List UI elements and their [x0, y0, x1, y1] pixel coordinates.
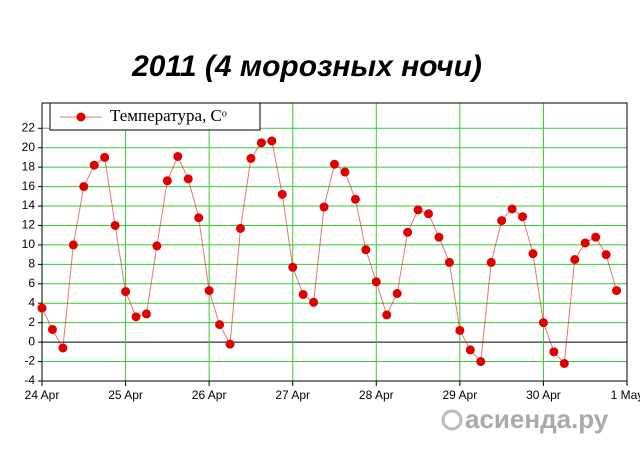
data-point	[131, 312, 141, 322]
data-point	[559, 359, 569, 369]
legend-marker	[76, 112, 86, 122]
data-point	[612, 286, 622, 296]
y-tick-label: -2	[24, 354, 35, 368]
data-point	[100, 152, 110, 162]
x-tick-label: 27 Apr	[275, 388, 310, 402]
y-tick-label: 10	[22, 237, 36, 251]
x-tick-label: 30 Apr	[526, 388, 561, 402]
legend-label: Температура, Cᵒ	[110, 106, 227, 125]
y-tick-label: -4	[24, 373, 35, 387]
data-point	[246, 153, 256, 163]
data-point	[601, 250, 611, 260]
y-tick-label: 18	[22, 159, 36, 173]
y-tick-label: 0	[28, 334, 35, 348]
y-tick-label: 8	[28, 257, 35, 271]
x-tick-label: 1 May	[611, 388, 640, 402]
data-point	[528, 249, 538, 259]
data-point	[89, 160, 99, 170]
data-point	[162, 176, 172, 186]
data-point	[538, 318, 548, 328]
x-tick-label: 28 Apr	[359, 388, 394, 402]
data-point	[121, 287, 131, 297]
data-point	[580, 238, 590, 248]
x-tick-label: 24 Apr	[25, 388, 60, 402]
data-point	[330, 159, 339, 169]
watermark-logo	[441, 409, 463, 431]
y-tick-label: 14	[22, 198, 36, 212]
data-point	[215, 320, 225, 330]
watermark: асиенда.ру	[465, 404, 609, 434]
data-point	[371, 277, 381, 287]
plot-area: -4 -2 0 2 4 6 8 10 12 14 16 18 20 22 24 Apr 25 Apr 26 Ap…	[22, 102, 640, 402]
y-tick-label: 6	[28, 276, 35, 290]
data-point	[486, 257, 496, 267]
data-point	[340, 167, 350, 177]
data-point	[350, 194, 360, 204]
data-point	[58, 343, 68, 353]
data-point	[413, 205, 423, 215]
y-tick-label: 16	[22, 179, 36, 193]
x-tick-label: 25 Apr	[108, 388, 143, 402]
data-point	[549, 347, 559, 357]
data-point	[204, 286, 214, 296]
y-tick-label: 12	[22, 218, 36, 232]
plot-frame	[41, 102, 628, 382]
data-point	[403, 227, 413, 237]
data-point	[235, 223, 245, 233]
data-point	[361, 245, 371, 255]
data-point	[591, 232, 601, 242]
data-point	[465, 345, 475, 355]
y-tick-label: 4	[28, 295, 35, 309]
data-point	[256, 138, 266, 148]
chart-title: 2011 (4 морозных ночи)	[131, 50, 482, 83]
data-point	[288, 262, 298, 272]
data-point	[309, 297, 319, 307]
data-point	[382, 310, 392, 320]
data-point	[173, 151, 183, 161]
y-tick-label: 2	[28, 315, 35, 329]
data-point	[194, 213, 204, 223]
data-point	[152, 241, 162, 251]
data-point	[444, 257, 454, 267]
data-point	[68, 240, 78, 250]
x-tick-label: 26 Apr	[192, 388, 227, 402]
data-point	[476, 357, 486, 367]
data-point	[141, 309, 151, 319]
data-point	[392, 289, 402, 299]
data-point	[507, 204, 517, 214]
data-point	[455, 325, 465, 335]
data-point	[37, 303, 47, 313]
data-point	[267, 136, 277, 146]
data-point	[424, 209, 434, 219]
data-point	[47, 324, 57, 334]
y-tick-label: 22	[22, 120, 36, 134]
data-point	[497, 216, 507, 226]
data-point	[183, 174, 193, 184]
data-point	[225, 339, 235, 349]
data-point	[79, 182, 89, 192]
data-point	[434, 232, 444, 242]
data-point	[570, 254, 580, 264]
data-point	[110, 220, 120, 230]
data-point	[277, 189, 287, 199]
data-point	[298, 289, 308, 299]
data-point	[319, 202, 329, 212]
y-tick-label: 20	[22, 140, 36, 154]
x-tick-label: 29 Apr	[443, 388, 478, 402]
data-point	[518, 212, 528, 222]
